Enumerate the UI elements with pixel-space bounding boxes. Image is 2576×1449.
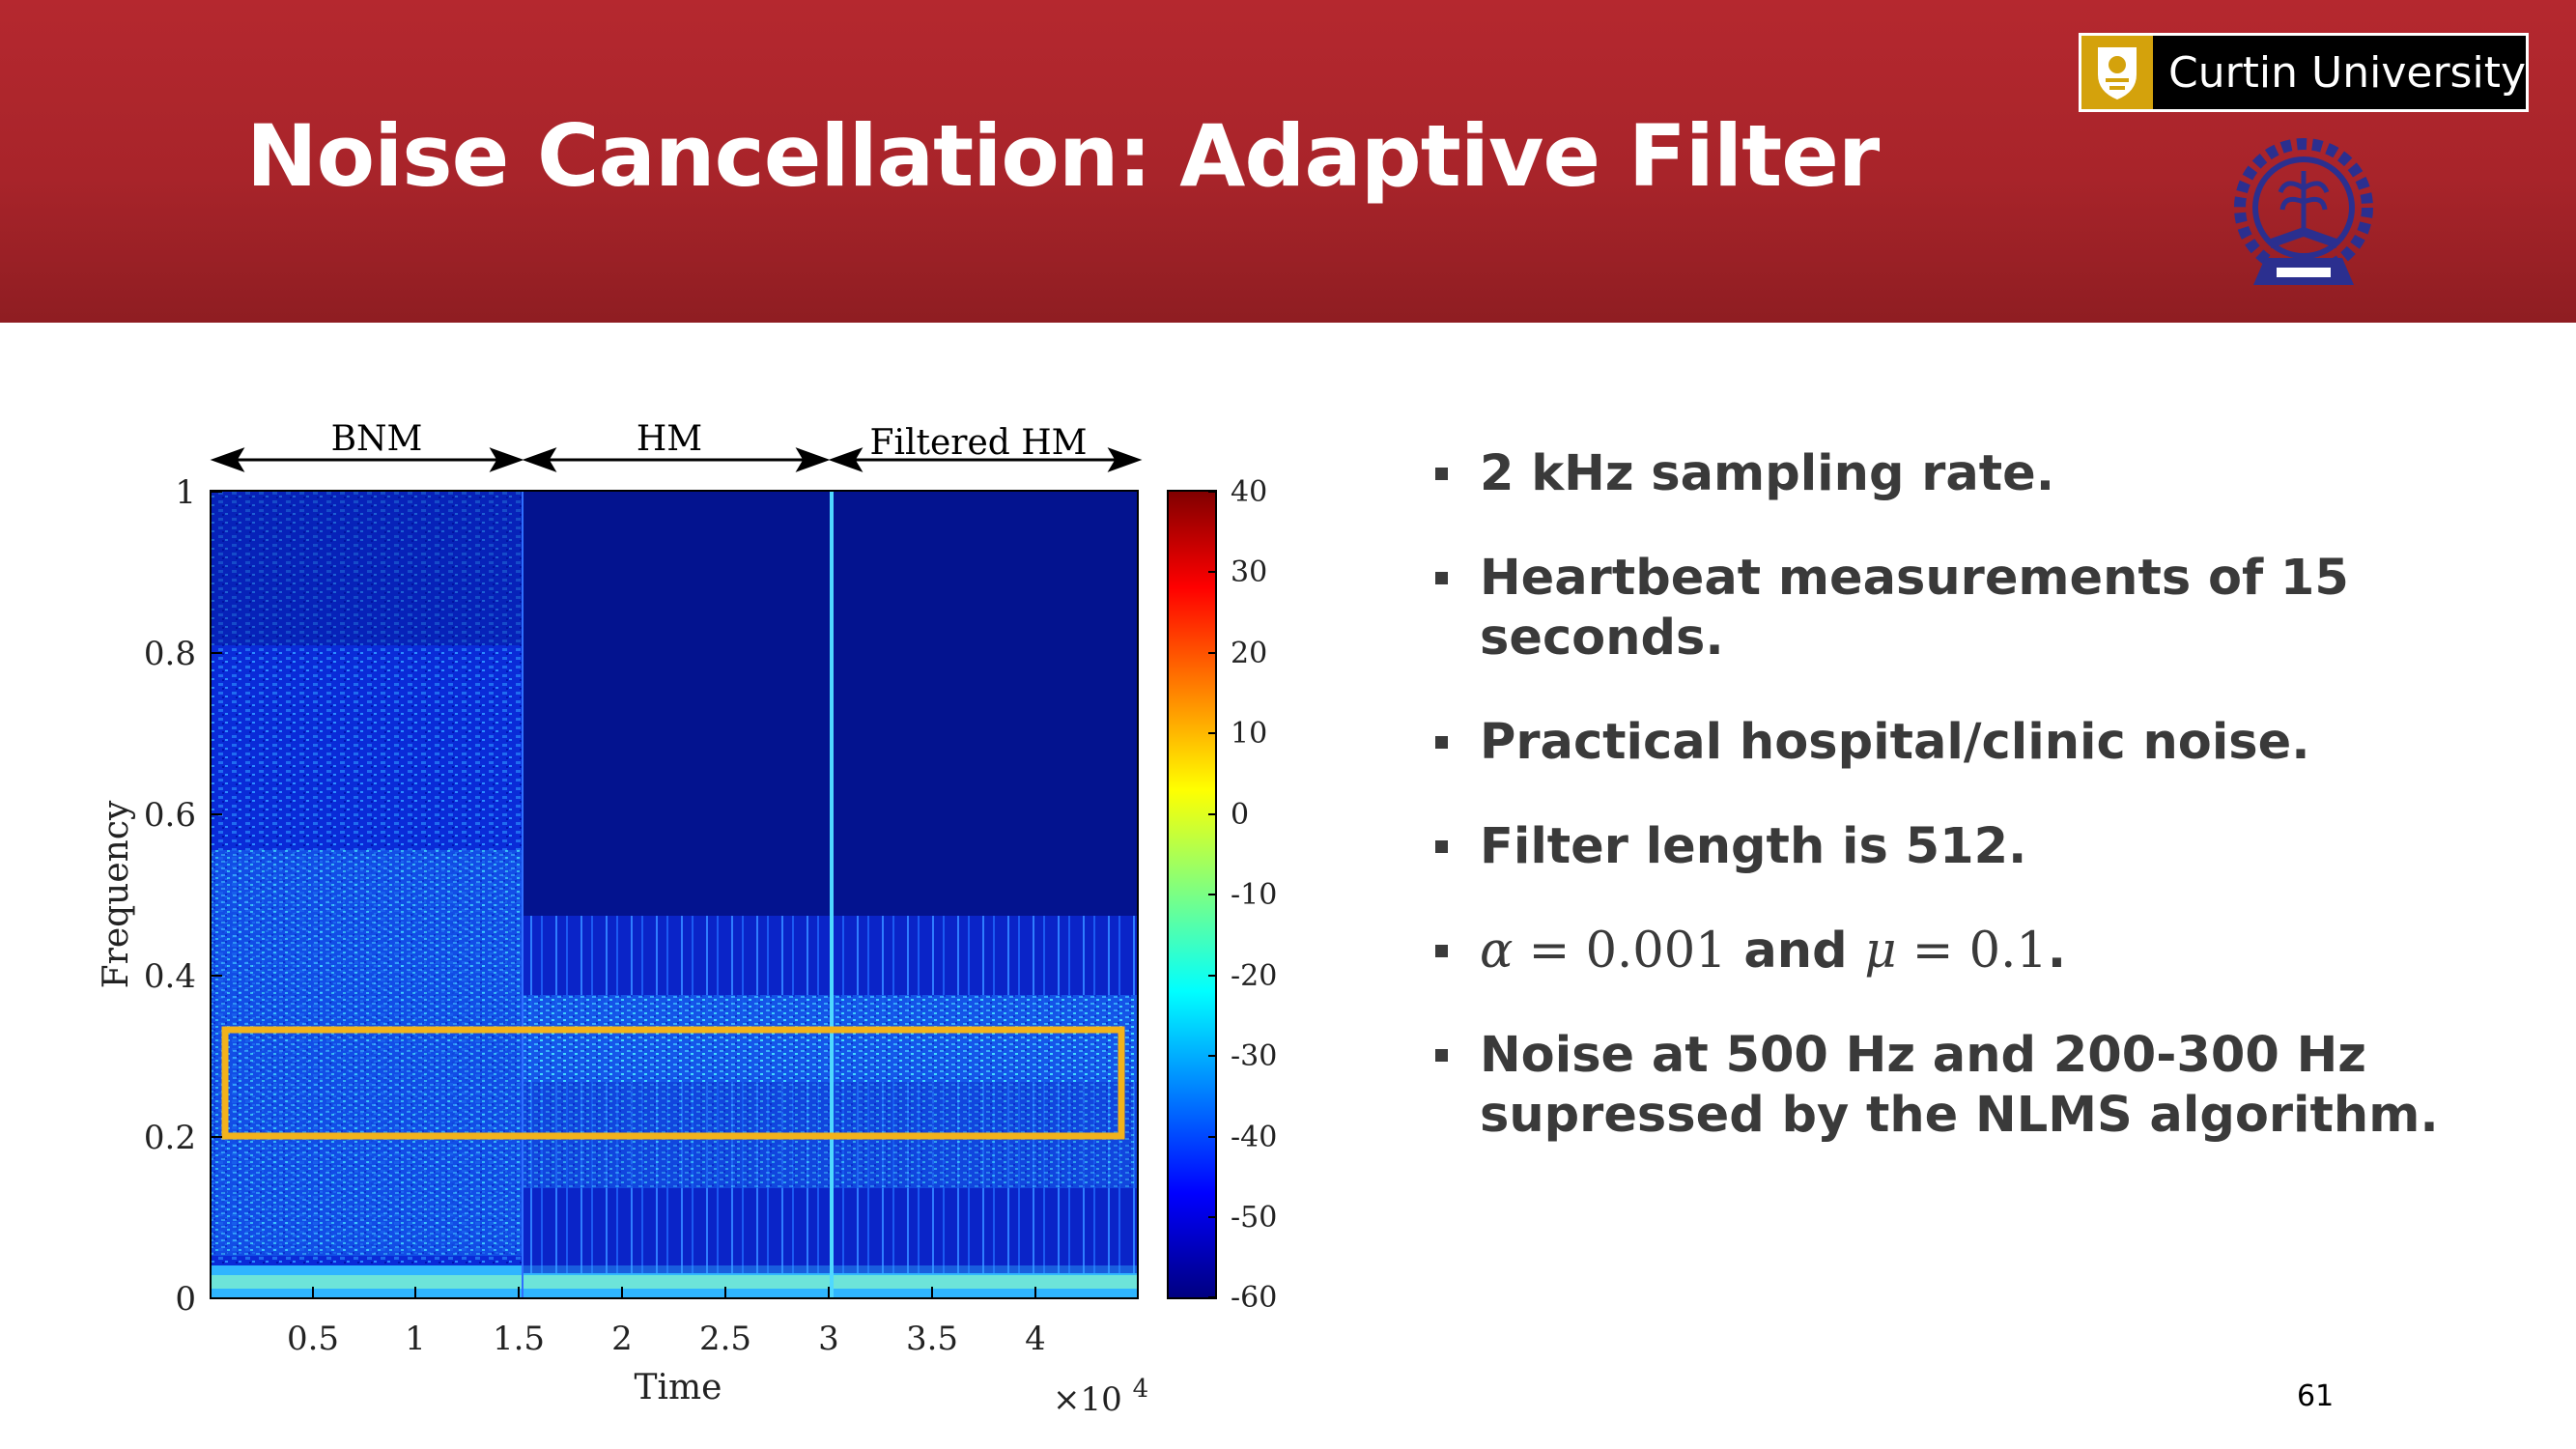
y-tick-label: 0.2 (144, 1119, 196, 1157)
bullet-list: 2 kHz sampling rate. Heartbeat measureme… (1430, 444, 2444, 1190)
y-tick-label: 0 (175, 1280, 196, 1319)
x-axis-label: Time (635, 1368, 722, 1407)
x-tick-label: 3 (818, 1320, 839, 1358)
highlight-band-box (221, 1026, 1125, 1140)
colorbar-tick-label: 20 (1231, 637, 1267, 670)
x-tick-label: 3.5 (906, 1320, 958, 1358)
colorbar-tick-label: -40 (1231, 1121, 1277, 1154)
period-text: . (2047, 923, 2067, 980)
x-axis-multiplier-exponent: 4 (1133, 1375, 1149, 1404)
colorbar-tick-label: -60 (1231, 1281, 1277, 1315)
y-tick-label: 1 (175, 473, 196, 512)
y-tick-label: 0.6 (144, 796, 196, 835)
colorbar-tick-label: 10 (1231, 717, 1267, 751)
x-axis-multiplier: ×10 4 (1053, 1375, 1148, 1419)
mu-symbol: μ (1864, 923, 1896, 980)
alpha-equation: = 0.001 (1513, 923, 1727, 980)
institute-seal-icon (2234, 138, 2373, 285)
colorbar-tick-label: -10 (1231, 878, 1277, 912)
bullet-item: Practical hospital/clinic noise. (1430, 713, 2444, 773)
colorbar (1167, 490, 1217, 1299)
spectrogram-image (210, 490, 1139, 1299)
mu-equation: = 0.1 (1896, 923, 2048, 980)
alpha-symbol: α (1480, 923, 1513, 980)
bullet-item: α = 0.001 and μ = 0.1. (1430, 922, 2444, 981)
bullet-item: Filter length is 512. (1430, 817, 2444, 877)
curtin-logo: Curtin University (2079, 33, 2529, 112)
curtin-logo-text: Curtin University (2167, 47, 2526, 98)
colorbar-tick-label: -20 (1231, 959, 1277, 993)
x-tick-label: 2.5 (699, 1320, 751, 1358)
x-tick-label: 4 (1025, 1320, 1046, 1358)
bullet-square-icon (1435, 468, 1448, 480)
bullet-text: Noise at 500 Hz and 200-300 Hz supressed… (1480, 1027, 2439, 1144)
bullet-text: Heartbeat measurements of 15 seconds. (1480, 550, 2349, 667)
bullet-item: Noise at 500 Hz and 200-300 Hz supressed… (1430, 1026, 2444, 1146)
colorbar-tick-label: 30 (1231, 555, 1267, 589)
curtin-crest-icon (2081, 36, 2153, 109)
bullet-square-icon (1435, 840, 1448, 853)
y-axis-label: Frequency (97, 800, 136, 988)
colorbar-tick-label: 40 (1231, 475, 1267, 509)
y-tick-label: 0.4 (144, 957, 196, 996)
bullet-text: Practical hospital/clinic noise. (1480, 714, 2310, 771)
page-number: 61 (2297, 1379, 2335, 1413)
spectrogram-figure: BNM HM Filtered HM 0 0.2 0.4 0 (97, 419, 1277, 1419)
colorbar-tick-label: -50 (1231, 1201, 1277, 1235)
slide-title: Noise Cancellation: Adaptive Filter (246, 106, 1880, 206)
mu-symbol-text: μ (1864, 923, 1897, 980)
x-tick-label: 0.5 (287, 1320, 339, 1358)
x-axis-multiplier-base: ×10 (1053, 1380, 1122, 1419)
segment-label-bnm: BNM (331, 419, 423, 459)
x-tick-label: 1 (405, 1320, 426, 1358)
bullet-square-icon (1435, 736, 1448, 749)
colorbar-tick-label: 0 (1231, 798, 1249, 832)
x-tick-label: 1.5 (493, 1320, 545, 1358)
bullet-item: Heartbeat measurements of 15 seconds. (1430, 549, 2444, 668)
bullet-text: Filter length is 512. (1480, 818, 2027, 875)
bullet-square-icon (1435, 572, 1448, 584)
y-tick-label: 0.8 (144, 635, 196, 673)
slide-header: Noise Cancellation: Adaptive Filter Curt… (0, 0, 2576, 323)
segment-label-filtered-hm: Filtered HM (869, 423, 1087, 463)
colorbar-tick-label: -30 (1231, 1039, 1277, 1073)
segment-label-hm: HM (637, 419, 702, 459)
bullet-square-icon (1435, 1049, 1448, 1062)
bullet-text: 2 kHz sampling rate. (1480, 445, 2055, 502)
alpha-symbol-text: α (1480, 923, 1514, 980)
x-tick-label: 2 (611, 1320, 633, 1358)
and-text: and (1726, 923, 1865, 980)
bullet-item: 2 kHz sampling rate. (1430, 444, 2444, 504)
bullet-square-icon (1435, 945, 1448, 957)
